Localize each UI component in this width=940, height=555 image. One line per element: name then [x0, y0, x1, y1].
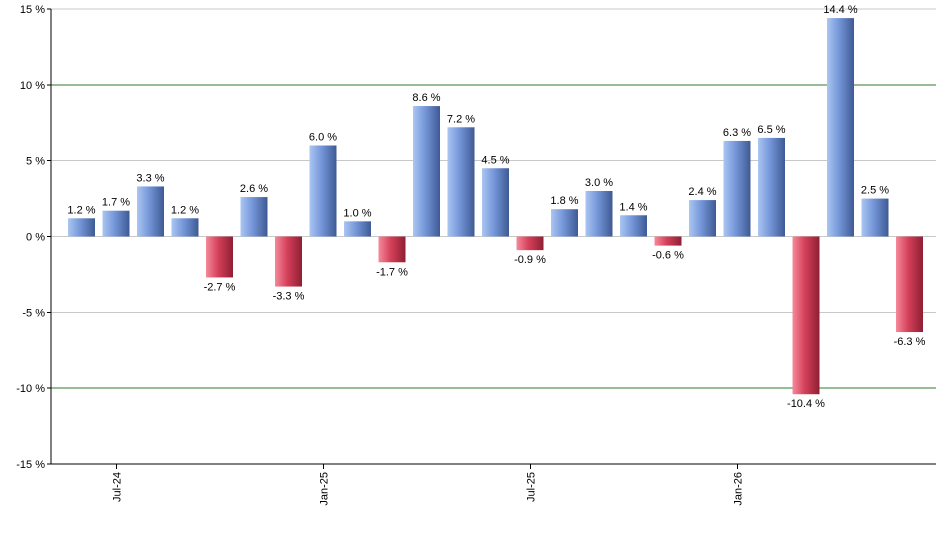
data-label: 1.7 %: [102, 197, 130, 209]
bar-positive: [68, 218, 95, 237]
data-label: 2.4 %: [688, 186, 716, 198]
x-tick-label: Jan-25: [319, 472, 331, 506]
data-label: 7.2 %: [447, 113, 475, 125]
bar-positive: [240, 197, 268, 237]
y-tick-label: 10 %: [20, 80, 45, 92]
bar-positive: [620, 215, 647, 237]
data-label: 1.2 %: [67, 204, 95, 216]
bar-positive: [861, 198, 889, 237]
data-label: 6.3 %: [723, 127, 751, 139]
data-label: 1.0 %: [343, 207, 371, 219]
bar-negative: [792, 236, 820, 395]
bar-positive: [344, 221, 371, 237]
bar-positive: [137, 186, 164, 237]
bar-positive: [309, 145, 337, 237]
bar-positive: [551, 209, 578, 237]
data-label: -3.3 %: [273, 291, 305, 303]
y-tick-label: 15 %: [20, 4, 45, 16]
bar-positive: [482, 168, 509, 237]
bar-negative: [206, 236, 233, 278]
bars: [68, 18, 923, 395]
bar-positive: [758, 137, 785, 237]
data-label: 2.6 %: [240, 183, 268, 195]
bar-positive: [723, 140, 751, 237]
data-label: -0.9 %: [514, 254, 546, 266]
y-tick-label: 0 %: [26, 232, 45, 244]
data-label: 3.0 %: [585, 177, 613, 189]
data-label: 3.3 %: [136, 172, 164, 184]
data-label: -10.4 %: [787, 398, 825, 410]
y-tick-label: -15 %: [16, 459, 45, 471]
data-label: -6.3 %: [894, 336, 926, 348]
data-labels: 1.2 % 1.7 % 3.3 % 1.2 % -2.7 % 2.6 % -3.3 % 6.0…: [67, 4, 925, 410]
bar-negative: [275, 236, 302, 287]
axes: 15 % 10 % 5 % 0 % -5 % -10 % -15 % Jul-24 Jan-25…: [16, 4, 936, 506]
y-tick-label: 5 %: [26, 156, 45, 168]
bar-negative: [654, 236, 682, 246]
x-tick-label: Jul-25: [526, 472, 538, 502]
data-label: 1.8 %: [550, 195, 578, 207]
bar-positive: [413, 106, 440, 237]
bar-negative: [378, 236, 406, 263]
data-label: 4.5 %: [481, 154, 509, 166]
data-label: 8.6 %: [412, 92, 440, 104]
bar-positive: [447, 127, 475, 237]
x-tick-label: Jul-24: [112, 472, 124, 502]
bar-positive: [827, 18, 854, 237]
data-label: -1.7 %: [376, 266, 408, 278]
y-tick-label: -5 %: [22, 307, 45, 319]
bar-positive: [102, 210, 130, 237]
data-label: 6.5 %: [757, 124, 785, 136]
data-label: 1.2 %: [171, 204, 199, 216]
data-label: -0.6 %: [652, 250, 684, 262]
bar-positive: [689, 200, 716, 237]
bar-positive: [585, 191, 613, 237]
bar-positive: [171, 218, 199, 237]
y-tick-label: -10 %: [16, 383, 45, 395]
x-tick-label: Jan-26: [733, 472, 745, 506]
data-label: 1.4 %: [619, 201, 647, 213]
bar-negative: [896, 236, 923, 333]
data-label: 2.5 %: [861, 185, 889, 197]
data-label: -2.7 %: [204, 281, 236, 293]
bar-negative: [516, 236, 544, 251]
data-label: 6.0 %: [309, 132, 337, 144]
data-label: 14.4 %: [823, 4, 857, 16]
